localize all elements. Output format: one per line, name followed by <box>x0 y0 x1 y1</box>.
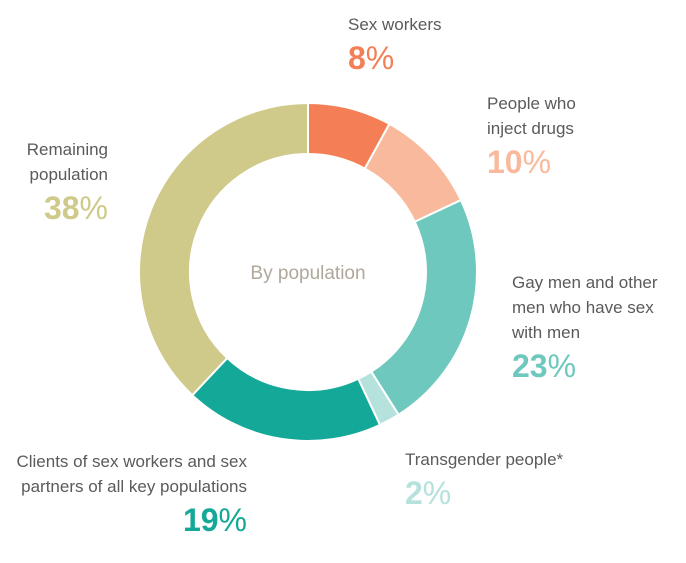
donut-segment <box>369 198 478 417</box>
category-label: Clients of sex workers and sex partners … <box>16 452 247 496</box>
value-label: 23% <box>512 348 577 384</box>
segment-label: Clients of sex workers and sex partners … <box>7 449 247 539</box>
category-label: People who inject drugs <box>487 94 576 138</box>
segment-label: People who inject drugs 10% <box>487 91 617 181</box>
value-label: 10% <box>487 144 552 180</box>
value-label: 19% <box>182 502 247 538</box>
category-label: Sex workers <box>348 15 442 34</box>
segment-label: Gay men and other men who have sex with … <box>512 270 684 385</box>
segment-label: Transgender people* 2% <box>405 447 645 512</box>
center-label: By population <box>250 263 365 284</box>
category-label: Gay men and other men who have sex with … <box>512 273 658 342</box>
segment-label: Remaining population 38% <box>0 137 108 227</box>
segment-label: Sex workers 8% <box>348 12 548 77</box>
donut-segment <box>190 356 382 442</box>
category-label: Remaining population <box>26 140 108 184</box>
category-label: Transgender people* <box>405 450 564 469</box>
value-label: 38% <box>43 190 108 226</box>
donut-segment <box>138 101 309 397</box>
value-label: 8% <box>348 40 395 76</box>
value-label: 2% <box>405 475 452 511</box>
